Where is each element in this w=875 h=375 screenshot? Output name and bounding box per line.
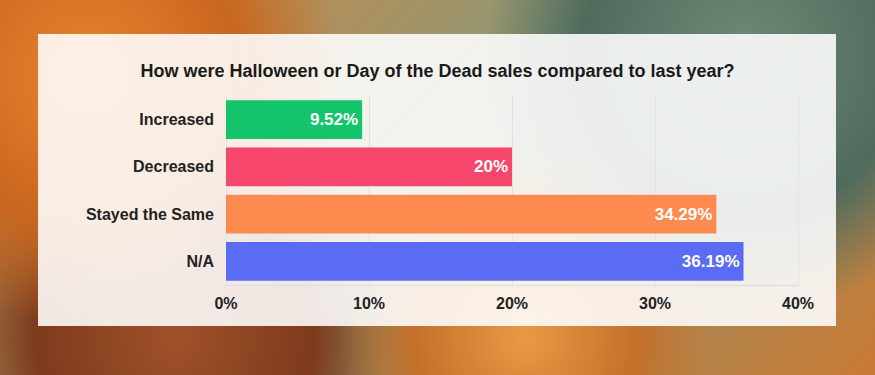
svg-text:Decreased: Decreased: [133, 158, 214, 175]
svg-text:10%: 10%: [353, 295, 385, 312]
svg-text:Stayed the Same: Stayed the Same: [86, 206, 214, 223]
svg-text:20%: 20%: [474, 157, 508, 176]
svg-text:36.19%: 36.19%: [682, 252, 740, 271]
svg-text:20%: 20%: [496, 295, 528, 312]
svg-text:40%: 40%: [782, 295, 814, 312]
svg-text:30%: 30%: [639, 295, 671, 312]
svg-text:Increased: Increased: [139, 111, 214, 128]
svg-text:N/A: N/A: [186, 253, 214, 270]
svg-text:9.52%: 9.52%: [310, 110, 358, 129]
svg-text:How were Halloween or Day of t: How were Halloween or Day of the Dead sa…: [140, 61, 734, 81]
svg-text:0%: 0%: [214, 295, 237, 312]
svg-text:34.29%: 34.29%: [655, 205, 713, 224]
